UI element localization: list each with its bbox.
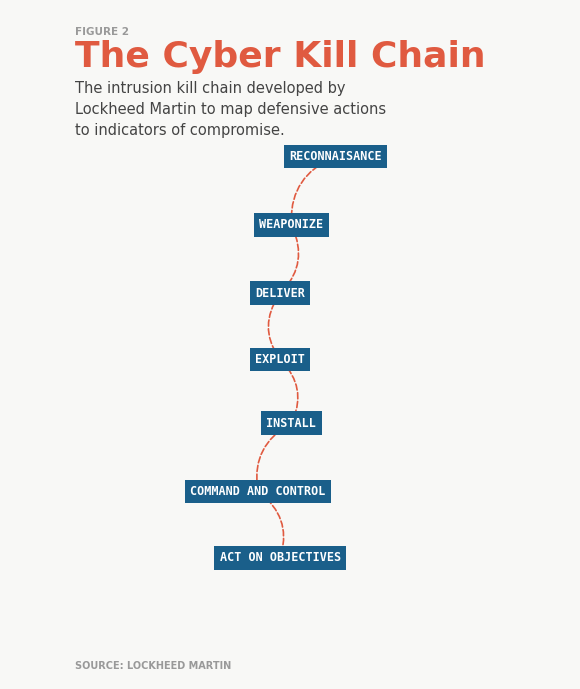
Text: DELIVER: DELIVER xyxy=(255,287,305,300)
Text: COMMAND AND CONTROL: COMMAND AND CONTROL xyxy=(190,485,326,498)
Text: SOURCE: LOCKHEED MARTIN: SOURCE: LOCKHEED MARTIN xyxy=(75,661,231,671)
Text: INSTALL: INSTALL xyxy=(266,417,316,430)
Text: WEAPONIZE: WEAPONIZE xyxy=(259,218,324,232)
Text: The Cyber Kill Chain: The Cyber Kill Chain xyxy=(75,41,485,74)
Text: RECONNAISANCE: RECONNAISANCE xyxy=(289,150,382,163)
Text: ACT ON OBJECTIVES: ACT ON OBJECTIVES xyxy=(220,551,341,564)
Text: The intrusion kill chain developed by
Lockheed Martin to map defensive actions
t: The intrusion kill chain developed by Lo… xyxy=(75,81,386,138)
Text: EXPLOIT: EXPLOIT xyxy=(255,353,305,366)
Text: FIGURE 2: FIGURE 2 xyxy=(75,27,129,37)
